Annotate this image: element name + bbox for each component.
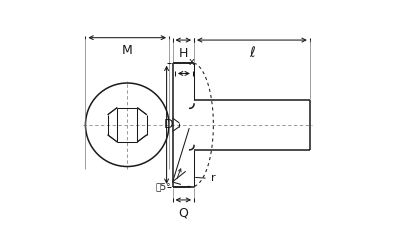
Text: M: M: [122, 44, 132, 57]
Text: D: D: [164, 118, 173, 131]
Text: 絉5°: 絉5°: [155, 182, 171, 191]
Text: Q: Q: [178, 207, 188, 220]
Text: x: x: [189, 57, 194, 66]
Text: ℓ: ℓ: [249, 46, 255, 60]
Text: H: H: [179, 47, 188, 60]
Text: r: r: [196, 174, 215, 183]
